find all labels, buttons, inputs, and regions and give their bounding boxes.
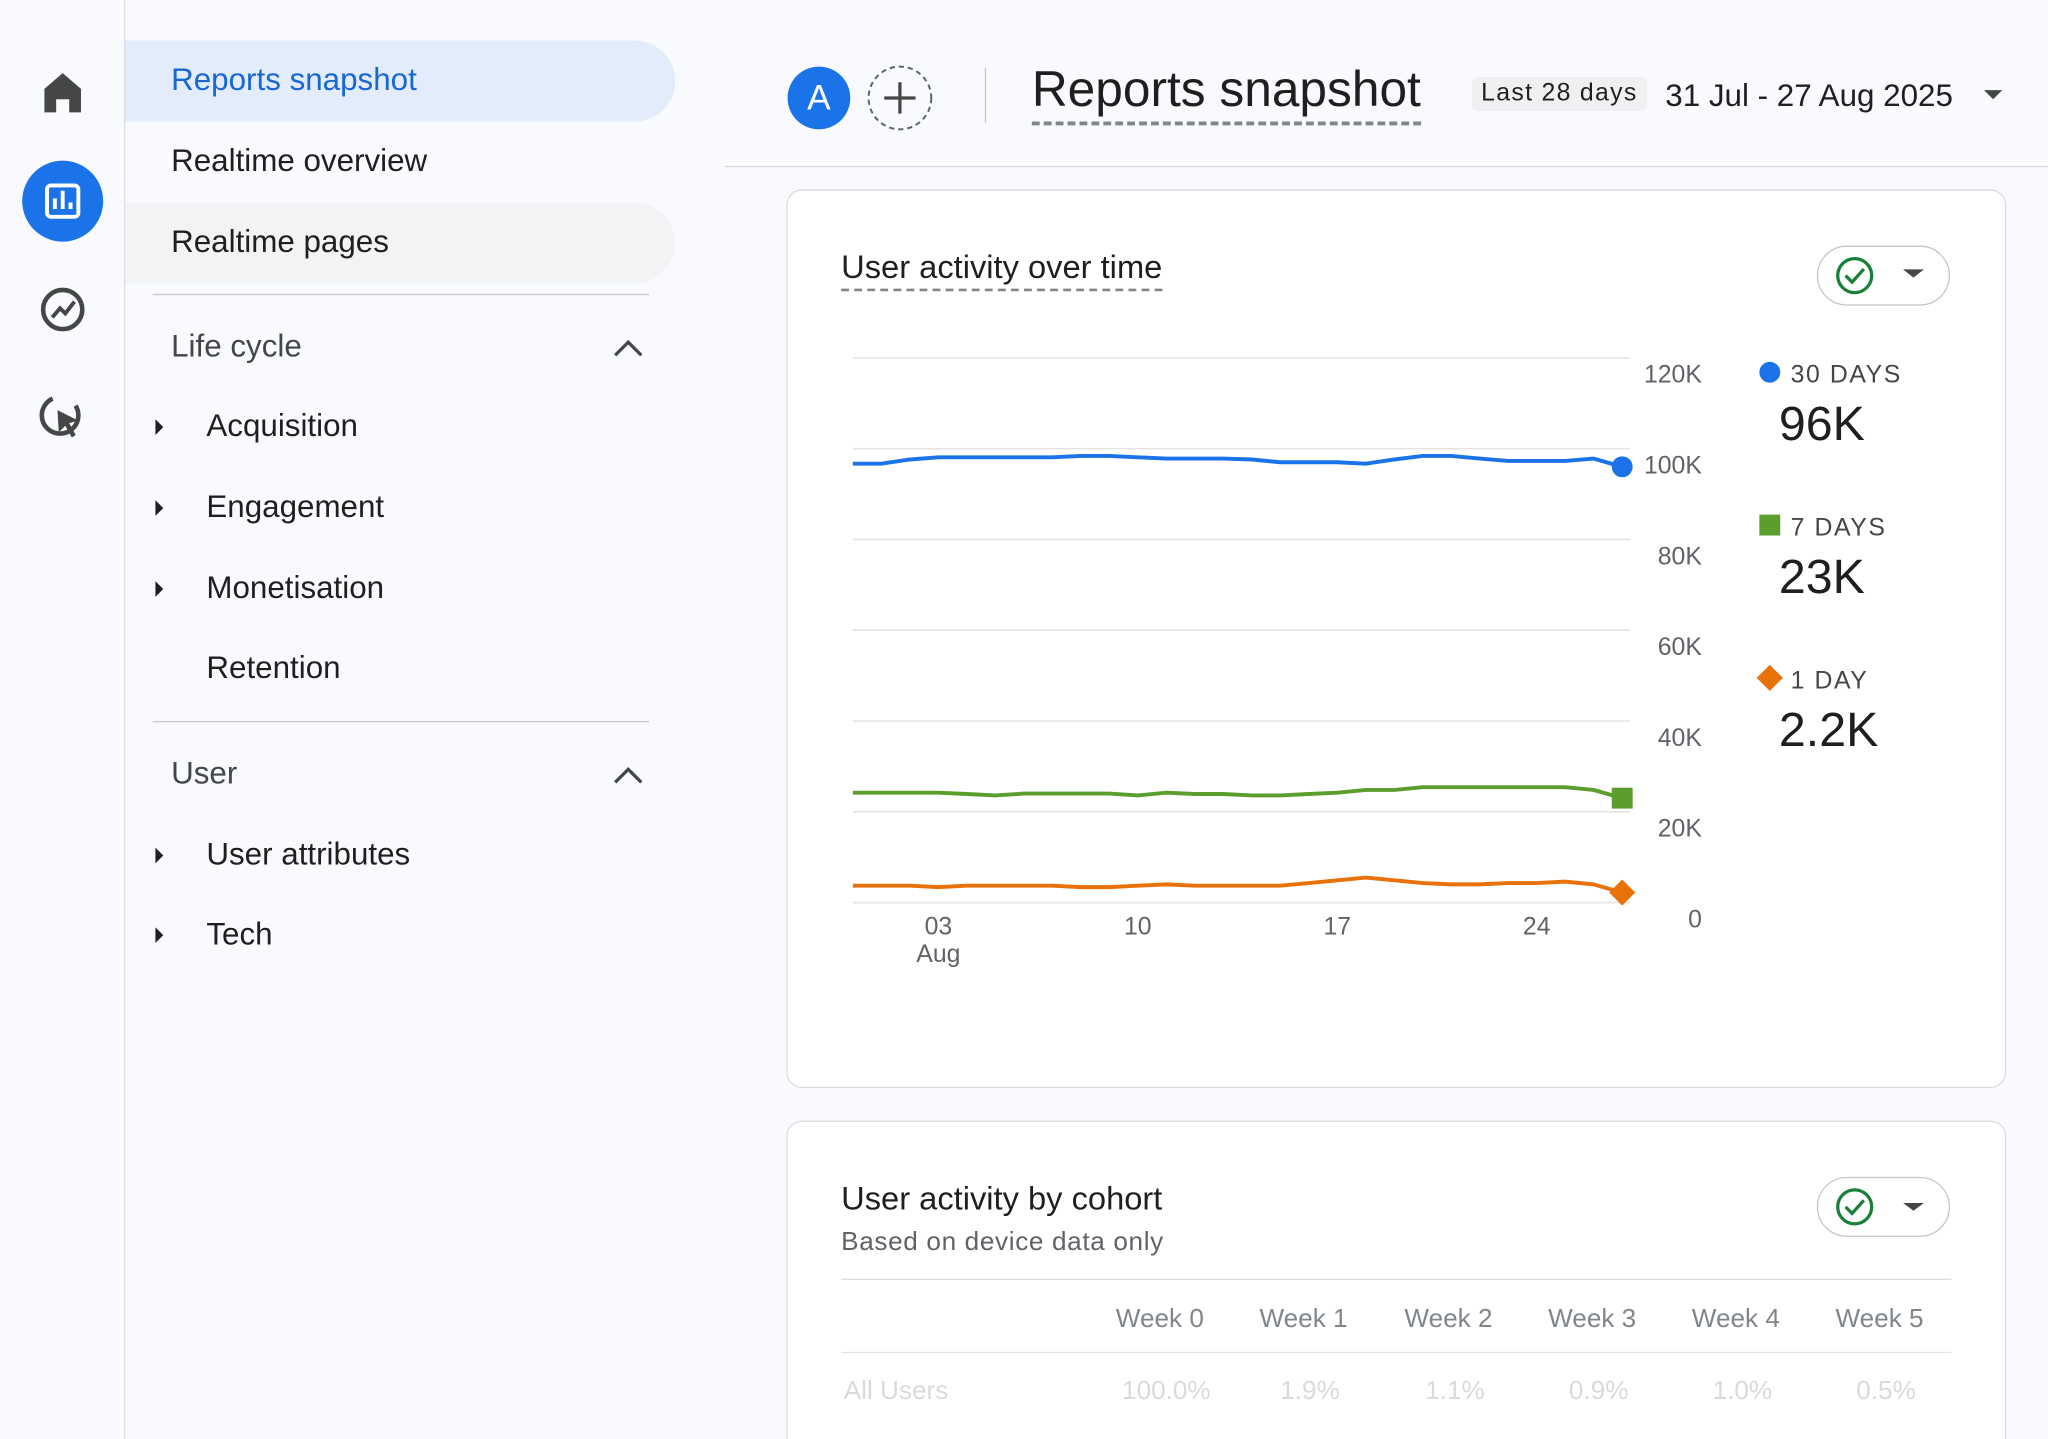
- y-tick-label: 20K: [1658, 816, 1703, 843]
- table-cell: 1.9%: [1280, 1376, 1340, 1406]
- legend-value: 23K: [1779, 550, 1865, 604]
- cohort-card: User activity by cohort Based on device …: [786, 1120, 2007, 1439]
- card-title: User activity over time: [841, 249, 1163, 292]
- series-line: [852, 785, 1623, 801]
- y-tick-label: 120K: [1644, 362, 1702, 389]
- divider: [984, 67, 987, 123]
- status-icons: [1836, 1188, 1924, 1226]
- y-tick-label: 80K: [1658, 543, 1703, 570]
- add-comparison[interactable]: [866, 64, 934, 132]
- end-marker: [1759, 361, 1781, 383]
- series-line: [852, 875, 1623, 895]
- table-cell: 0.9%: [1568, 1376, 1629, 1406]
- legend-label: 7 DAYS: [1791, 515, 1887, 542]
- card-title: User activity by cohort: [841, 1180, 1163, 1218]
- nav-subitem[interactable]: User attributes: [206, 837, 411, 873]
- legend-item: 30 DAYS 96K: [1759, 361, 1902, 451]
- explore-icon[interactable]: [40, 287, 85, 332]
- home-icon[interactable]: [44, 73, 81, 113]
- status-button[interactable]: [1816, 245, 1951, 306]
- nav-glyphs: [155, 339, 643, 944]
- chart-card: User activity over time 0 20K 40K 60K 80K 100…: [786, 189, 2007, 1088]
- end-marker: [1611, 456, 1633, 478]
- rail-icons: [22, 73, 104, 438]
- column-header: Week 2: [1404, 1304, 1493, 1334]
- separator: [152, 293, 650, 296]
- card-subtitle: Based on device data only: [841, 1227, 1164, 1257]
- nav-section[interactable]: Life cycle: [171, 329, 302, 365]
- table-cell: 100.0%: [1122, 1376, 1211, 1406]
- y-tick-label: 60K: [1658, 634, 1703, 661]
- table-cell: 0.5%: [1856, 1376, 1916, 1406]
- nav-subitem[interactable]: Tech: [206, 916, 273, 953]
- date-caret[interactable]: [1980, 86, 2006, 104]
- end-marker: [1611, 787, 1633, 809]
- y-tick-label: 100K: [1644, 452, 1702, 479]
- legend-item: 1 DAY 2.2K: [1756, 664, 1878, 757]
- column-header: Week 5: [1835, 1304, 1924, 1334]
- period-chip[interactable]: Last 28 days: [1471, 77, 1647, 112]
- legend-item: 7 DAYS 23K: [1759, 514, 1887, 604]
- table-cell: 1.1%: [1425, 1376, 1485, 1406]
- x-tick-label: 24: [1523, 913, 1551, 940]
- row-label: All Users: [843, 1376, 949, 1406]
- end-marker: [1759, 514, 1781, 536]
- legend-value: 96K: [1779, 397, 1865, 451]
- end-marker: [1756, 664, 1783, 691]
- status-icons: [1836, 256, 1924, 295]
- header-divider: [724, 165, 2048, 168]
- collapse-chevron[interactable]: [614, 766, 643, 784]
- x-tick-label: 10: [1124, 913, 1152, 940]
- x-tick-label: 17: [1323, 913, 1351, 940]
- explore-icon-line: [50, 300, 76, 319]
- legend-value: 2.2K: [1779, 703, 1878, 757]
- column-header: Week 3: [1548, 1304, 1637, 1334]
- add-plus: [884, 82, 916, 114]
- series-line: [852, 454, 1623, 469]
- column-header: Week 1: [1259, 1304, 1348, 1334]
- avatar[interactable]: A: [787, 66, 851, 130]
- nav-subitem[interactable]: Monetisation: [206, 570, 385, 607]
- separator: [841, 1351, 1952, 1354]
- nav-item[interactable]: Realtime overview: [171, 143, 428, 179]
- advertising-icon[interactable]: [39, 394, 81, 436]
- status-button[interactable]: [1816, 1176, 1951, 1237]
- reports-icon: [45, 183, 81, 219]
- line-chart: 0 20K 40K 60K 80K 100K 120K 03 Aug 10 17 24 30 DAYS 9…: [852, 357, 1902, 967]
- legend-label: 1 DAY: [1791, 667, 1869, 694]
- page-title: Reports snapshot: [1031, 63, 1421, 126]
- nav-subitem[interactable]: Acquisition: [206, 408, 358, 445]
- collapse-chevron[interactable]: [614, 339, 643, 357]
- y-tick-label: 40K: [1658, 725, 1703, 752]
- table-cell: 1.0%: [1712, 1376, 1773, 1406]
- add-circle: [867, 65, 933, 131]
- separator: [841, 1278, 1952, 1280]
- nav-section[interactable]: User: [171, 756, 238, 792]
- icon-rail: [0, 0, 126, 1439]
- nav-subitem[interactable]: Engagement: [206, 489, 385, 526]
- column-header: Week 0: [1115, 1304, 1204, 1334]
- nav-item[interactable]: Realtime pages: [125, 202, 676, 284]
- separator: [152, 720, 650, 723]
- expand-arrows: [155, 419, 164, 944]
- nav-item[interactable]: Reports snapshot: [125, 40, 676, 122]
- x-tick-label: 03 Aug: [916, 913, 960, 967]
- date-range[interactable]: 31 Jul - 27 Aug 2025: [1665, 78, 1953, 114]
- nav-subitem[interactable]: Retention: [206, 650, 341, 686]
- column-header: Week 4: [1691, 1304, 1780, 1334]
- advertising-icon-cursor: [57, 410, 79, 438]
- reports-icon-bars: [52, 190, 73, 209]
- legend-label: 30 DAYS: [1791, 362, 1902, 389]
- end-marker: [1609, 879, 1636, 906]
- y-tick-label: 0: [1688, 906, 1702, 933]
